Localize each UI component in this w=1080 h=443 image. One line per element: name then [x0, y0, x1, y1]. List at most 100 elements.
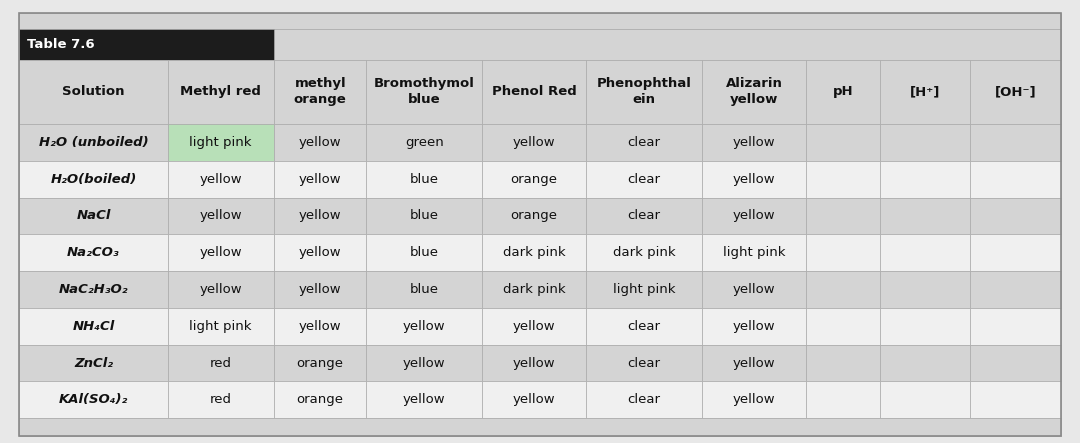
Text: Na₂CO₃: Na₂CO₃ — [67, 246, 120, 259]
Bar — [586, 124, 702, 161]
Bar — [366, 161, 482, 198]
Bar — [167, 381, 274, 418]
Bar — [970, 308, 1061, 345]
Bar — [482, 161, 586, 198]
Bar — [274, 308, 366, 345]
Bar — [970, 345, 1061, 381]
Bar — [19, 271, 167, 308]
Text: yellow: yellow — [732, 283, 775, 296]
Text: blue: blue — [409, 210, 438, 222]
Text: Alizarin
yellow: Alizarin yellow — [726, 78, 782, 106]
Bar — [880, 381, 970, 418]
Bar — [19, 13, 1061, 29]
Bar — [366, 381, 482, 418]
Bar — [19, 381, 167, 418]
Text: yellow: yellow — [299, 320, 341, 333]
Text: light pink: light pink — [723, 246, 785, 259]
Text: [H⁺]: [H⁺] — [910, 85, 941, 98]
Bar — [482, 271, 586, 308]
Bar — [880, 60, 970, 124]
Text: light pink: light pink — [189, 136, 252, 149]
Text: yellow: yellow — [513, 357, 555, 369]
Text: yellow: yellow — [200, 173, 242, 186]
Text: yellow: yellow — [732, 210, 775, 222]
Bar — [482, 381, 586, 418]
Bar — [586, 60, 702, 124]
Bar — [482, 198, 586, 234]
Text: clear: clear — [627, 136, 661, 149]
Text: yellow: yellow — [403, 357, 446, 369]
Bar — [586, 161, 702, 198]
Text: Phenophthal
ein: Phenophthal ein — [596, 78, 691, 106]
Bar — [274, 161, 366, 198]
Text: H₂O (unboiled): H₂O (unboiled) — [39, 136, 148, 149]
Bar — [970, 198, 1061, 234]
Bar — [702, 308, 806, 345]
Text: dark pink: dark pink — [503, 283, 566, 296]
Bar — [274, 381, 366, 418]
Bar — [274, 198, 366, 234]
Bar — [880, 308, 970, 345]
Text: methyl
orange: methyl orange — [294, 78, 347, 106]
Text: orange: orange — [511, 210, 557, 222]
Bar — [274, 345, 366, 381]
Bar — [702, 381, 806, 418]
Bar — [366, 124, 482, 161]
Bar — [806, 271, 880, 308]
Text: yellow: yellow — [732, 173, 775, 186]
Bar — [167, 308, 274, 345]
Bar — [880, 161, 970, 198]
Bar — [482, 124, 586, 161]
Text: clear: clear — [627, 393, 661, 406]
Bar — [806, 345, 880, 381]
Bar — [482, 345, 586, 381]
Text: orange: orange — [511, 173, 557, 186]
Text: pH: pH — [833, 85, 853, 98]
Text: yellow: yellow — [299, 173, 341, 186]
Bar — [167, 60, 274, 124]
Bar — [19, 418, 1061, 436]
Text: yellow: yellow — [513, 136, 555, 149]
Text: Methyl red: Methyl red — [180, 85, 261, 98]
Bar — [880, 198, 970, 234]
Text: light pink: light pink — [612, 283, 675, 296]
Text: clear: clear — [627, 320, 661, 333]
Text: clear: clear — [627, 210, 661, 222]
Bar — [167, 271, 274, 308]
Bar — [970, 381, 1061, 418]
Bar — [366, 198, 482, 234]
Text: yellow: yellow — [299, 210, 341, 222]
Text: orange: orange — [297, 357, 343, 369]
Bar — [806, 161, 880, 198]
Bar — [19, 124, 167, 161]
Text: dark pink: dark pink — [612, 246, 675, 259]
Bar — [806, 124, 880, 161]
Text: Phenol Red: Phenol Red — [491, 85, 577, 98]
Text: clear: clear — [627, 357, 661, 369]
Bar — [19, 308, 167, 345]
Bar — [702, 271, 806, 308]
Text: dark pink: dark pink — [503, 246, 566, 259]
Text: NaC₂H₃O₂: NaC₂H₃O₂ — [58, 283, 129, 296]
Bar — [586, 234, 702, 271]
Bar — [19, 234, 167, 271]
Text: blue: blue — [409, 246, 438, 259]
Bar — [167, 161, 274, 198]
Bar — [880, 234, 970, 271]
Bar — [970, 271, 1061, 308]
Text: Bromothymol
blue: Bromothymol blue — [374, 78, 475, 106]
Bar — [586, 271, 702, 308]
Bar — [274, 124, 366, 161]
Text: H₂O(boiled): H₂O(boiled) — [51, 173, 136, 186]
Bar — [970, 60, 1061, 124]
Bar — [19, 345, 167, 381]
Bar — [702, 124, 806, 161]
Bar — [970, 161, 1061, 198]
Text: Solution: Solution — [63, 85, 124, 98]
Text: clear: clear — [627, 173, 661, 186]
Text: NaCl: NaCl — [77, 210, 110, 222]
Bar — [167, 198, 274, 234]
Bar — [366, 345, 482, 381]
Bar — [167, 124, 274, 161]
Bar — [274, 60, 366, 124]
